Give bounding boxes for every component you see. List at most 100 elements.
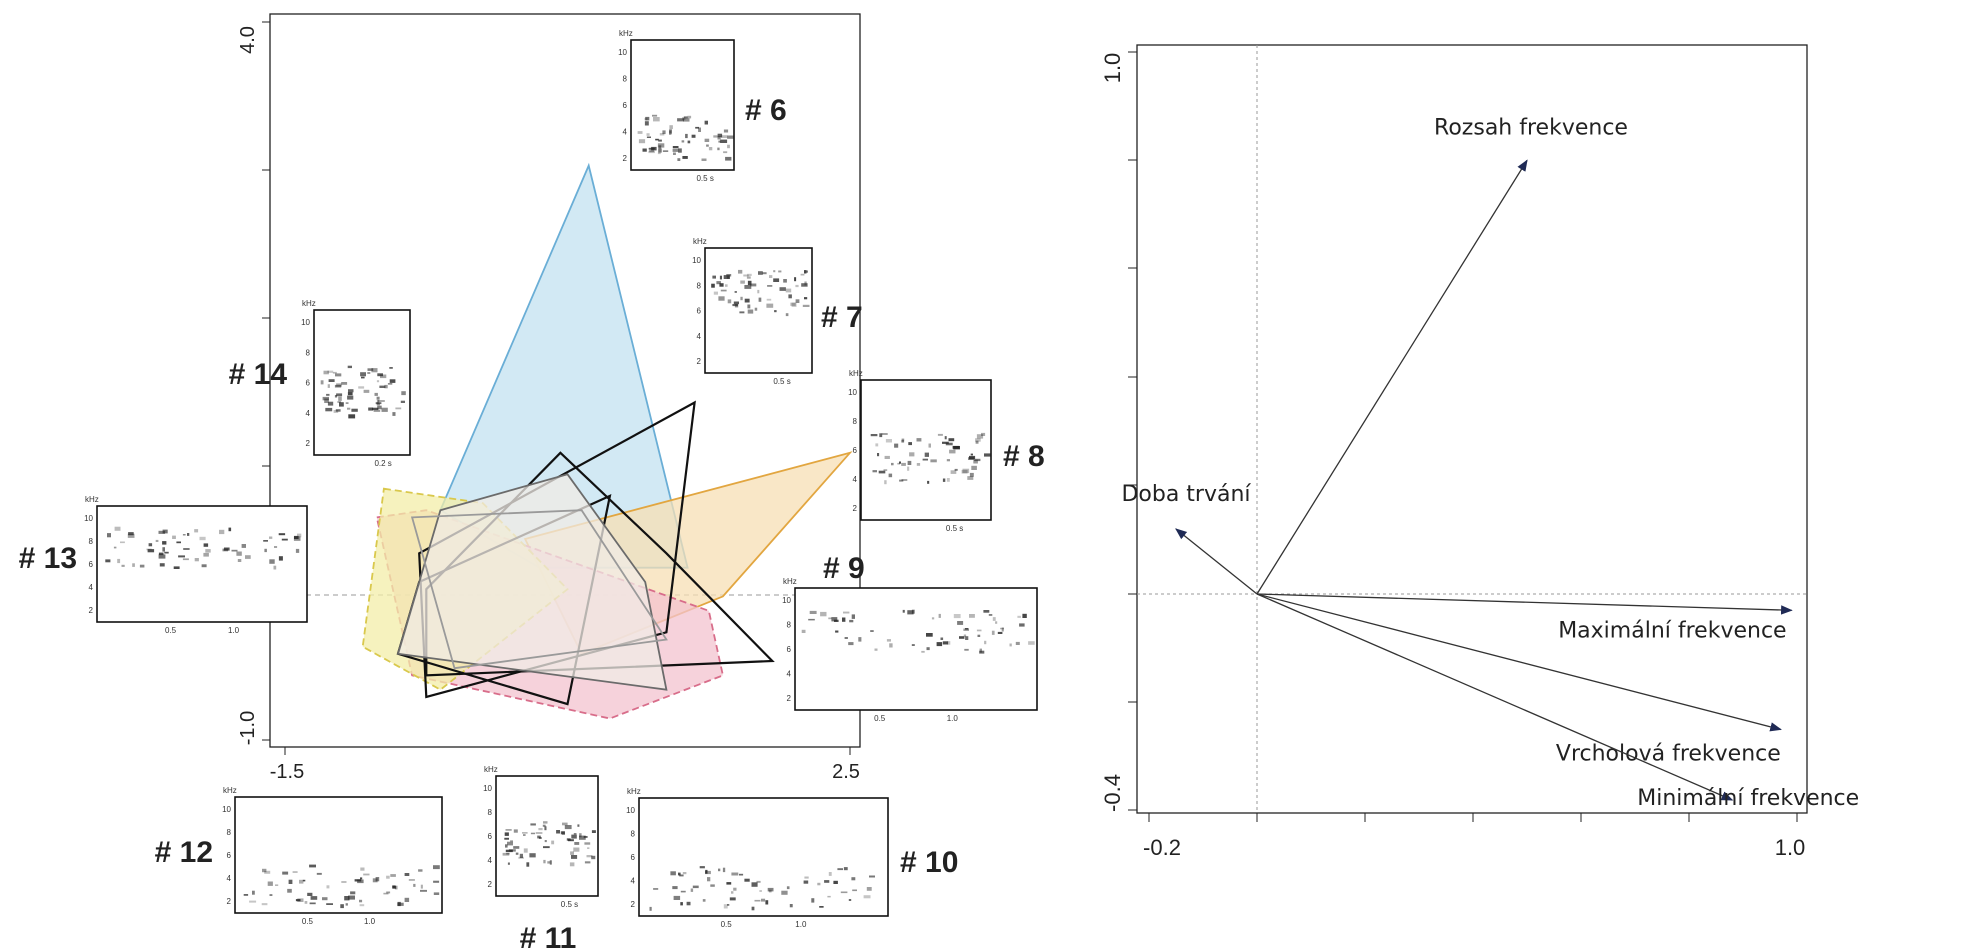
spectrogram-mark	[646, 136, 651, 138]
spectrogram-mark	[344, 896, 350, 901]
spectrogram-mark	[727, 135, 734, 139]
spectrogram-frame	[704, 247, 813, 374]
spectrogram-mark	[252, 890, 255, 895]
arrow-label-4: Vrcholová frekvence	[1556, 742, 1781, 767]
spectrogram-mark	[287, 888, 292, 893]
spectrogram-mark	[377, 405, 382, 410]
spectrogram-mark	[348, 895, 355, 900]
spectrogram-mark	[907, 466, 910, 471]
time-tick-label: 0.5	[874, 714, 886, 723]
spectrogram-mark	[571, 855, 578, 859]
left-plot-frame	[269, 13, 861, 748]
freq-tick-label: 6	[787, 645, 792, 654]
spectrogram-mark	[962, 468, 970, 474]
right-xtick-label-left: -0.2	[1143, 835, 1181, 860]
spectrogram-mark	[971, 465, 977, 470]
spectrogram-mark	[176, 541, 181, 544]
spectrogram-mark	[804, 297, 808, 300]
group-number-label: # 6	[745, 94, 787, 127]
spectrogram-mark	[404, 873, 410, 876]
spectrogram-mark	[795, 299, 800, 303]
spectrogram-mark	[808, 618, 815, 621]
spectrogram-mark	[562, 831, 565, 835]
spectrogram-mark	[203, 552, 209, 557]
spectrogram-mark	[946, 478, 950, 482]
spectrogram-mark	[924, 452, 929, 457]
spectrogram-mark	[720, 139, 728, 143]
spectrogram-mark	[727, 299, 732, 304]
spectrogram-mark	[677, 158, 681, 161]
arrow-label-2: Doba trvání	[1121, 482, 1251, 507]
time-tick-label: 0.5	[721, 920, 733, 929]
freq-tick-label: 8	[488, 808, 493, 817]
spectrogram-mark	[670, 871, 676, 876]
spectrogram-mark	[120, 541, 125, 544]
spectrogram-mark	[326, 903, 333, 905]
spectrogram-mark	[418, 869, 423, 872]
spectrogram-mark	[727, 904, 730, 906]
spectrogram-mark	[747, 280, 752, 286]
spectrogram-13: kHz 10 8 6 4 2 0.5 1.0 # 13	[19, 495, 308, 635]
spectrogram-mark	[970, 453, 973, 456]
spectrogram-mark	[916, 438, 922, 442]
spectrogram-mark	[963, 634, 967, 637]
spectrogram-mark	[698, 127, 701, 132]
spectrogram-mark	[843, 611, 850, 614]
spectrogram-mark	[348, 389, 354, 393]
spectrogram-mark	[1000, 627, 1004, 630]
spectrogram-mark	[325, 407, 333, 412]
spectrogram-mark	[332, 371, 337, 374]
spectrogram-mark	[723, 275, 730, 279]
spectrogram-mark	[107, 533, 111, 538]
freq-tick-label: 4	[89, 583, 94, 592]
spectrogram-mark	[373, 410, 381, 412]
spectrogram-mark	[705, 870, 711, 875]
spectrogram-mark	[931, 617, 935, 620]
spectrogram-mark	[510, 840, 513, 843]
spectrogram-9: kHz 10 8 6 4 2 0.5 1.0 # 9	[782, 552, 1038, 723]
spectrogram-mark	[642, 148, 647, 152]
spectrogram-mark	[926, 633, 933, 637]
spectrogram-frame	[630, 39, 735, 171]
spectrogram-mark	[128, 532, 134, 536]
spectrogram-mark	[692, 885, 699, 889]
spectrogram-mark	[345, 903, 348, 906]
spectrogram-mark	[293, 536, 301, 541]
spectrogram-mark	[182, 558, 189, 561]
spectrogram-7: kHz 10 8 6 4 2 0.5 s # 7	[692, 237, 863, 386]
spectrogram-mark	[936, 642, 943, 647]
spectrogram-mark	[954, 468, 958, 471]
spectrogram-mark	[376, 396, 380, 400]
spectrogram-mark	[718, 868, 721, 872]
spectrogram-mark	[295, 899, 301, 902]
spectrogram-mark	[518, 856, 524, 859]
freq-tick-label: 4	[787, 670, 792, 679]
spectrogram-mark	[911, 644, 915, 646]
time-tick-label: 0.5	[302, 917, 314, 926]
spectrogram-mark	[894, 443, 899, 448]
spectrogram-frame	[794, 587, 1038, 711]
spectrogram-mark	[390, 874, 396, 877]
spectrogram-mark	[678, 148, 682, 153]
spectrogram-mark	[376, 403, 380, 406]
spectrogram-mark	[942, 441, 949, 444]
freq-tick-label: 6	[227, 851, 232, 860]
spectrogram-mark	[326, 393, 330, 396]
spectrogram-mark	[121, 564, 125, 567]
spectrogram-mark	[949, 449, 956, 454]
spectrogram-mark	[889, 643, 893, 648]
spectrogram-mark	[975, 438, 981, 442]
spectrogram-mark	[959, 636, 965, 639]
spectrogram-mark	[105, 559, 111, 563]
spectrogram-mark	[326, 885, 330, 889]
spectrogram-mark	[729, 897, 736, 901]
spectrogram-mark	[708, 147, 713, 151]
spectrogram-mark	[420, 889, 427, 892]
freq-tick-label: 10	[626, 806, 635, 815]
spectrogram-mark	[324, 398, 329, 403]
spectrogram-mark	[309, 864, 316, 868]
spectrogram-mark	[976, 434, 984, 439]
spectrogram-mark	[988, 614, 993, 616]
spectrogram-mark	[158, 552, 164, 556]
freq-tick-label: 10	[301, 318, 310, 327]
